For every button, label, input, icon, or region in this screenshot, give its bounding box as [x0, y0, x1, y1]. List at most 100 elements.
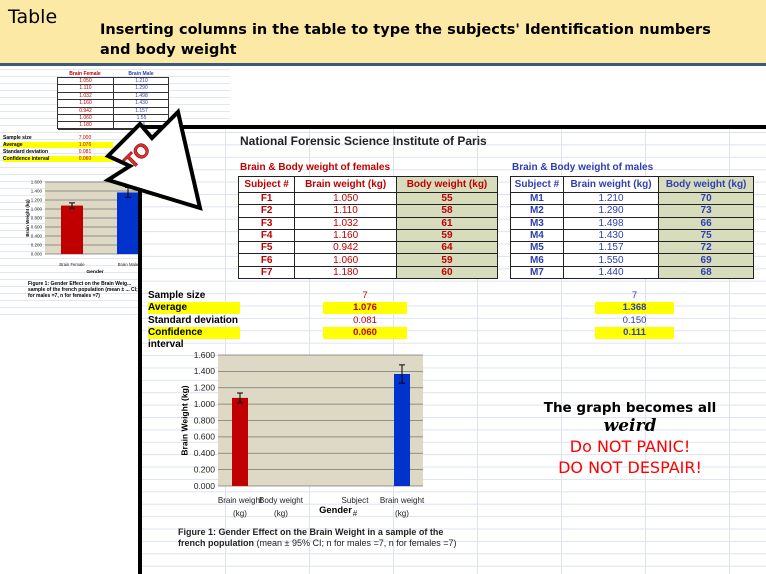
table-cell: 1.210 [562, 191, 660, 206]
table-row: M5 1.157 72 [510, 241, 754, 255]
table-cell: M7 [510, 265, 564, 280]
note-line3: Do NOT PANIC! [569, 437, 691, 456]
table-cell: 69 [658, 253, 754, 267]
x-axis-label: Gender [319, 505, 352, 515]
y-tick-label: 0.400 [194, 448, 216, 458]
error-bar [237, 392, 243, 404]
y-tick-label: 0.400 [31, 234, 43, 239]
table-cell: F1 [237, 191, 296, 206]
y-tick-label: 1.400 [31, 189, 43, 194]
y-tick-label: 1.600 [31, 180, 43, 185]
table-row: F5 0.942 64 [237, 241, 499, 255]
y-tick-label: 0.800 [194, 415, 216, 425]
small-header-male: Brain Male [128, 71, 154, 77]
table-row: M7 1.440 68 [510, 265, 754, 280]
table-row: F4 1.160 59 [237, 228, 499, 243]
small-cell-male: 1.290 [114, 85, 169, 93]
slide-title: Table [8, 6, 58, 28]
y-axis-label: Brain Weight (kg) [25, 199, 30, 237]
x-category-label: (kg) [395, 509, 409, 518]
table-cell: M1 [510, 191, 564, 206]
x-category-label: Brain weight [380, 496, 425, 505]
table-cell: 64 [395, 241, 499, 255]
table-cell: 1.110 [294, 204, 397, 218]
column-header: Brain weight (kg) [562, 176, 660, 193]
bar [61, 205, 83, 254]
table-cell: 1.157 [562, 241, 660, 255]
table-cell: F5 [237, 241, 296, 255]
column-header: Subject # [237, 176, 296, 193]
small-stat-value: 7.000 [78, 135, 92, 141]
table-cell: M6 [510, 253, 564, 267]
small-caption: Figure 1: Gender Effect on the Brain Wei… [28, 281, 143, 299]
table-header-row: Subject # Brain weight (kg) Body weight (k… [510, 176, 754, 193]
bar [232, 397, 248, 486]
small-table: 1.050 1.210 1.110 1.290 1.032 1.498 1.160 1… [57, 77, 169, 130]
table-row: M6 1.550 69 [510, 253, 754, 267]
column-header: Subject # [510, 176, 564, 193]
small-cell-female: 1.180 [58, 122, 114, 130]
stat-label: Average [148, 302, 240, 315]
sheet-title: National Forensic Science Institute of P… [240, 134, 487, 148]
table-cell: M3 [510, 216, 564, 230]
y-tick-label: 1.200 [194, 383, 216, 393]
small-stat-label: Average [3, 142, 58, 148]
y-tick-label: 0.600 [194, 432, 216, 442]
column-header: Brain weight (kg) [294, 176, 397, 193]
table-cell: 1.032 [294, 216, 397, 230]
stat-male-value: 0.111 [595, 326, 674, 339]
table-cell: 1.290 [562, 204, 660, 218]
table-cell: 58 [395, 204, 499, 218]
table-cell: 73 [658, 204, 754, 218]
table-cell: 1.550 [562, 253, 660, 267]
table-cell: 75 [658, 228, 754, 243]
stat-female-value: 0.060 [323, 326, 407, 339]
stat-male-value: 7 [631, 290, 638, 301]
small-stat-label: Sample size [3, 135, 32, 141]
female-table-title: Brain & Body weight of females [240, 162, 391, 173]
y-tick-label: 0.000 [194, 481, 216, 491]
y-tick-label: 1.000 [194, 399, 216, 409]
y-axis-label: Brain Weight (kg) [179, 385, 189, 455]
table-cell: 1.430 [562, 228, 660, 243]
error-bar [69, 202, 75, 209]
table-row: F6 1.060 59 [237, 253, 499, 267]
bar [394, 373, 410, 486]
column-header: Body weight (kg) [395, 176, 499, 193]
stat-female-value: 0.081 [353, 314, 377, 326]
y-tick-label: 1.200 [31, 198, 43, 203]
x-axis-label: Gender [86, 269, 103, 275]
note-box: The graph becomes all weird Do NOT PANIC… [520, 400, 740, 478]
stat-male-value: 1.368 [595, 302, 674, 315]
slide-header: Table Inserting columns in the table to … [0, 0, 766, 66]
table-row: F2 1.110 58 [237, 204, 499, 218]
table-cell: 0.942 [294, 241, 397, 255]
small-stat-label: Standard deviation [3, 149, 49, 155]
y-tick-label: 1.400 [194, 366, 216, 376]
small-stat-value: 1.076 [57, 142, 113, 148]
slide-subtitle: Inserting columns in the table to type t… [100, 22, 711, 58]
table-cell: M2 [510, 204, 564, 218]
small-cell-female: 1.060 [58, 115, 114, 123]
small-stat-value: 0.060 [57, 156, 113, 162]
y-tick-label: 0.200 [31, 243, 43, 248]
male-table: Subject # Brain weight (kg) Body weight (k… [510, 176, 754, 280]
table-cell: M5 [510, 241, 564, 255]
table-cell: F4 [237, 228, 296, 243]
small-cell-male: 1.498 [114, 93, 169, 101]
stat-female-value: 1.076 [323, 302, 407, 315]
caption-bold: Figure 1: Gender Effect on the Brain Wei… [178, 527, 444, 548]
table-row: M2 1.290 73 [510, 204, 754, 218]
table-cell: F3 [237, 216, 296, 230]
small-cell-male: 1.210 [114, 78, 169, 86]
x-category-label: Body weight [259, 496, 304, 505]
small-header-female: Brain Female [69, 71, 101, 77]
small-cell-female: 1.032 [58, 92, 114, 101]
table-cell: 55 [395, 191, 499, 206]
x-category-label: Brain Female [59, 262, 85, 267]
small-cell-male: 1.55 [114, 115, 169, 123]
table-cell: 59 [395, 253, 499, 267]
male-table-title: Brain & Body weight of males [512, 162, 654, 173]
table-row: F1 1.050 55 [237, 191, 499, 206]
brain-weight-chart: 0.000 0.200 0.400 0.600 0.800 1.000 1.200 1.400… [179, 350, 425, 518]
